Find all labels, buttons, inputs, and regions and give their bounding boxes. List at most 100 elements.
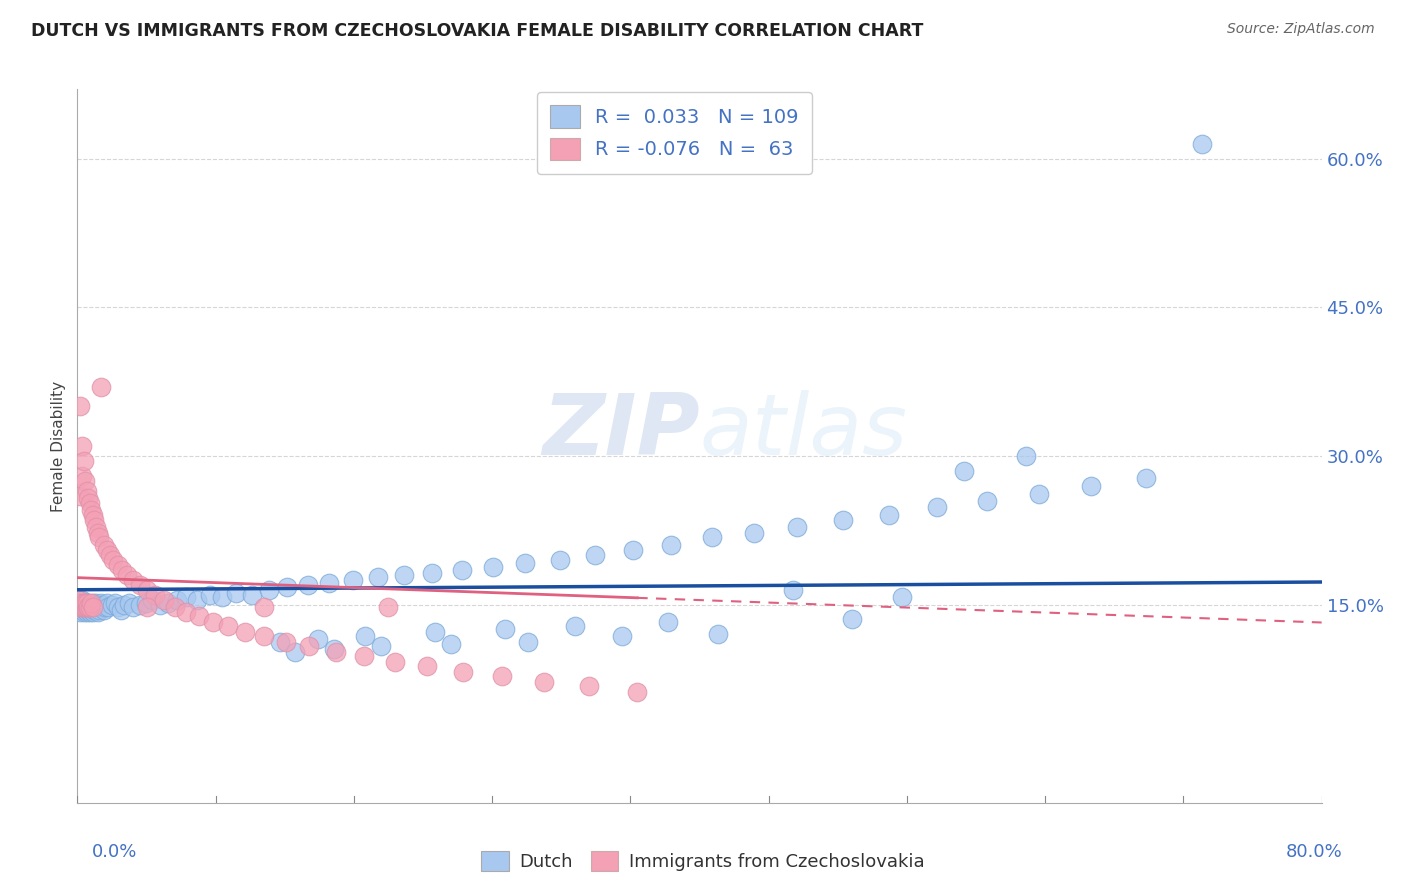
Point [122, 573, 145, 587]
Point [77, 596, 100, 610]
Point [831, 513, 853, 527]
Point [93, 602, 115, 616]
Text: 0.0%: 0.0% [91, 843, 136, 861]
Point [450, 563, 472, 577]
Point [111, 563, 134, 577]
Point [83, 598, 105, 612]
Point [107, 599, 129, 614]
Point [86, 526, 108, 541]
Point [610, 629, 633, 643]
Point [976, 493, 998, 508]
Point [69, 596, 91, 610]
Point [87, 530, 110, 544]
Point [141, 592, 163, 607]
Point [70, 439, 93, 453]
Point [149, 598, 172, 612]
Point [136, 599, 159, 614]
Point [1015, 449, 1038, 463]
Point [122, 599, 145, 614]
Point [1135, 471, 1157, 485]
Point [342, 573, 364, 587]
Point [165, 599, 187, 614]
Point [276, 580, 298, 594]
Point [927, 500, 949, 515]
Point [101, 553, 124, 567]
Point [201, 615, 224, 630]
Point [76, 596, 98, 610]
Point [583, 548, 606, 562]
Point [82, 599, 104, 614]
Point [79, 496, 101, 510]
Point [153, 592, 176, 607]
Point [174, 605, 197, 619]
Point [187, 609, 209, 624]
Point [217, 619, 239, 633]
Point [75, 599, 97, 614]
Point [76, 605, 98, 619]
Point [1028, 486, 1050, 500]
Point [166, 592, 188, 607]
Point [83, 602, 105, 616]
Point [69, 400, 91, 414]
Point [420, 566, 443, 580]
Point [72, 454, 94, 468]
Point [115, 567, 138, 582]
Point [82, 599, 104, 614]
Point [90, 379, 112, 393]
Point [318, 575, 340, 590]
Point [98, 548, 121, 562]
Point [83, 513, 105, 527]
Point [128, 598, 150, 612]
Point [439, 637, 461, 651]
Point [225, 585, 247, 599]
Point [284, 645, 307, 659]
Point [257, 582, 280, 597]
Point [69, 489, 91, 503]
Point [79, 599, 101, 614]
Point [392, 567, 415, 582]
Point [186, 592, 208, 607]
Point [80, 503, 103, 517]
Point [79, 599, 101, 614]
Point [377, 599, 399, 614]
Point [253, 599, 276, 614]
Point [416, 659, 439, 673]
Point [156, 596, 179, 610]
Point [72, 599, 94, 614]
Point [84, 599, 107, 614]
Point [80, 602, 103, 616]
Point [86, 598, 108, 612]
Text: ZIP: ZIP [541, 390, 700, 474]
Point [75, 599, 97, 614]
Point [87, 602, 110, 616]
Point [423, 625, 446, 640]
Point [135, 596, 157, 610]
Point [72, 596, 94, 610]
Point [97, 599, 120, 614]
Point [110, 602, 132, 616]
Point [494, 623, 516, 637]
Point [79, 605, 101, 619]
Point [77, 491, 100, 505]
Point [578, 679, 600, 693]
Point [297, 578, 319, 592]
Point [269, 635, 291, 649]
Point [742, 526, 765, 541]
Point [353, 649, 375, 664]
Point [76, 599, 98, 614]
Point [75, 602, 97, 616]
Point [96, 543, 118, 558]
Point [100, 598, 122, 612]
Point [118, 596, 141, 610]
Point [786, 520, 808, 534]
Point [104, 596, 127, 610]
Point [451, 665, 474, 679]
Text: 80.0%: 80.0% [1286, 843, 1343, 861]
Point [82, 605, 104, 619]
Point [143, 588, 166, 602]
Point [70, 599, 93, 614]
Point [548, 553, 571, 567]
Point [70, 592, 93, 607]
Point [87, 599, 110, 614]
Point [657, 615, 679, 630]
